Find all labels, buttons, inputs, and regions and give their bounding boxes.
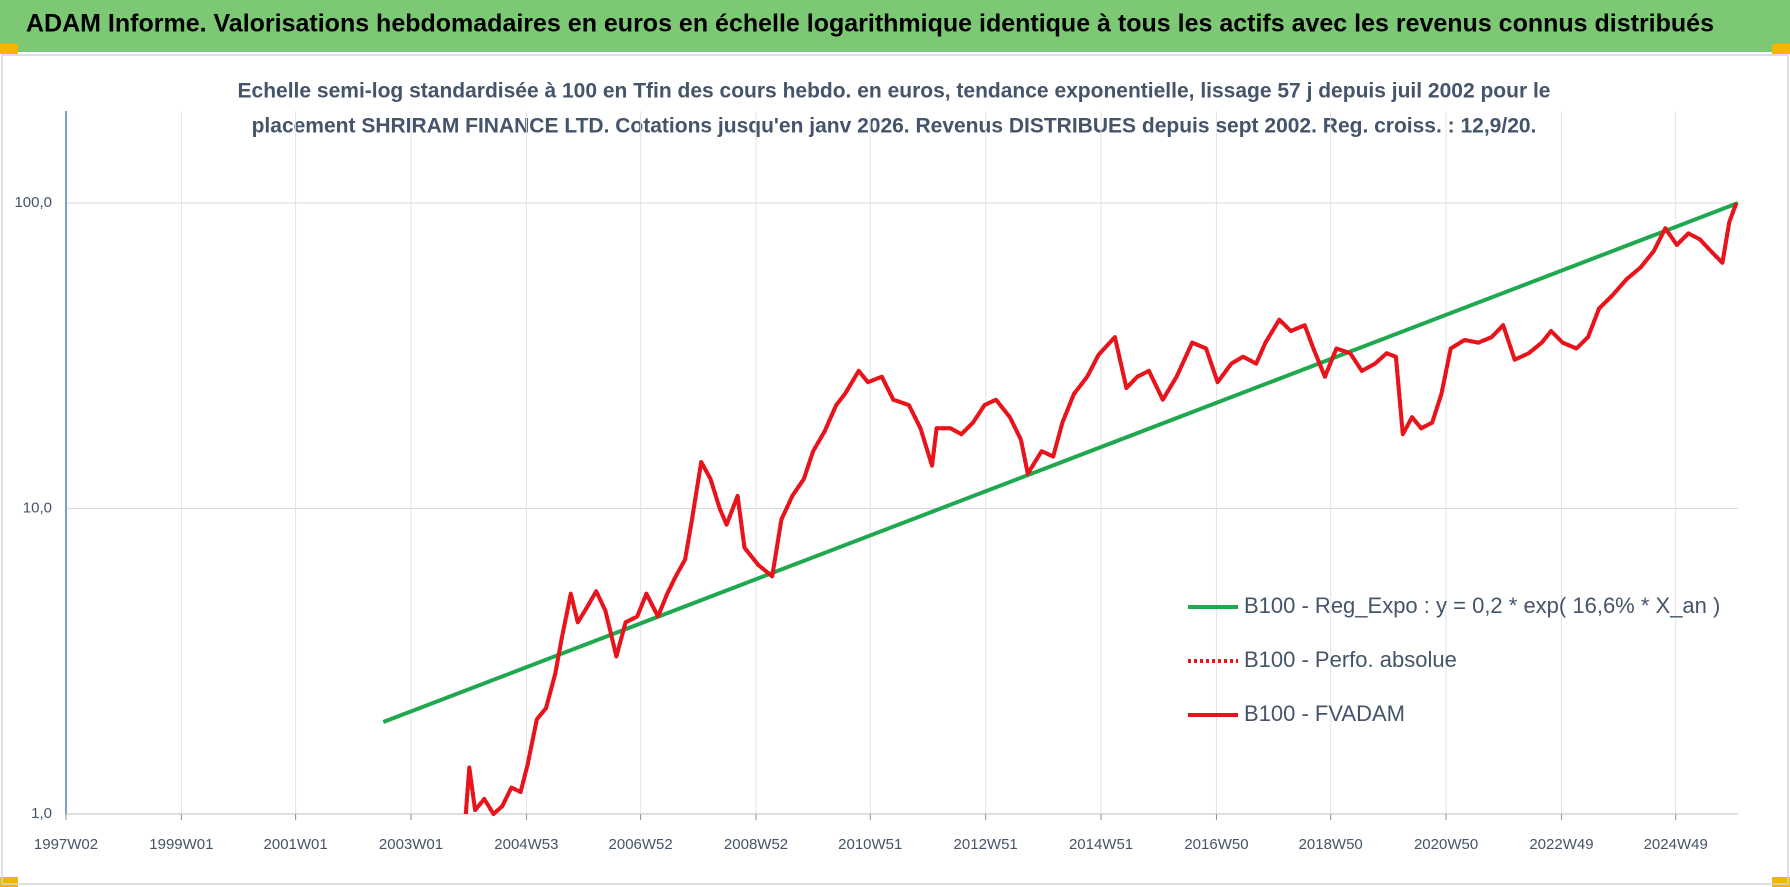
x-tick-label: 2004W53 — [494, 836, 558, 853]
legend-label: B100 - Perfo. absolue — [1244, 647, 1457, 672]
x-tick-label: 1999W01 — [149, 836, 213, 853]
legend-label: B100 - FVADAM — [1244, 701, 1405, 726]
x-tick-label: 2001W01 — [264, 836, 328, 853]
x-tick-label: 2018W50 — [1299, 836, 1363, 853]
x-tick-label: 2003W01 — [379, 836, 443, 853]
corner — [1772, 44, 1790, 54]
x-tick-label: 1997W02 — [34, 836, 98, 853]
corner — [1772, 877, 1790, 887]
corner — [0, 877, 18, 887]
x-tick-label: 2008W52 — [724, 836, 788, 853]
frame — [1, 54, 1789, 885]
corner — [0, 44, 18, 54]
x-tick-label: 2014W51 — [1069, 836, 1133, 853]
x-tick-label: 2024W49 — [1644, 836, 1708, 853]
x-tick-label: 2020W50 — [1414, 836, 1478, 853]
series-line — [382, 201, 1739, 724]
legend-label: B100 - Reg_Expo : y = 0,2 * exp( 16,6% *… — [1244, 593, 1720, 618]
chart-title: Echelle semi-log standardisée à 100 en T… — [238, 80, 1551, 103]
header-bar — [0, 0, 1790, 52]
x-tick-label: 2022W49 — [1529, 836, 1593, 853]
x-tick-label: 2012W51 — [954, 836, 1018, 853]
x-tick-label: 2016W50 — [1184, 836, 1248, 853]
y-tick-label: 1,0 — [31, 805, 52, 822]
series-line — [463, 202, 1739, 816]
chart-title: placement SHRIRAM FINANCE LTD. Cotations… — [252, 115, 1537, 138]
header-title: ADAM Informe. Valorisations hebdomadaire… — [26, 10, 1714, 38]
x-tick-label: 2010W51 — [838, 836, 902, 853]
y-tick-label: 100,0 — [14, 194, 52, 211]
y-tick-label: 10,0 — [23, 499, 52, 516]
x-tick-label: 2006W52 — [609, 836, 673, 853]
